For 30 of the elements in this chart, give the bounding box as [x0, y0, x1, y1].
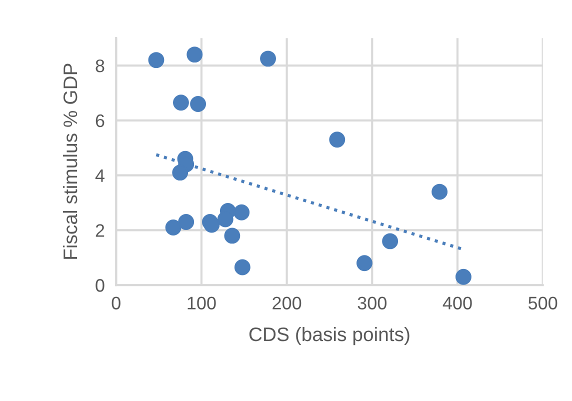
- y-tick-label: 4: [95, 169, 104, 182]
- y-tick-label: 6: [96, 114, 104, 128]
- point: [432, 184, 448, 200]
- point: [234, 204, 250, 220]
- y-axis-title: Fiscal stimulus % GDP: [62, 64, 78, 259]
- point: [148, 52, 164, 68]
- x-tick-label: 300: [358, 296, 386, 310]
- x-tick-label: 200: [272, 296, 302, 310]
- point: [186, 46, 203, 63]
- y-tick-label: 8: [96, 59, 104, 72]
- x-tick-label: 400: [442, 296, 472, 310]
- point: [260, 50, 276, 67]
- y-tick-label: 2: [96, 224, 104, 237]
- point: [234, 259, 250, 276]
- point: [356, 255, 372, 272]
- point: [165, 219, 182, 236]
- x-tick-label: 100: [188, 296, 216, 310]
- point: [173, 94, 189, 111]
- x-tick-label: 500: [528, 296, 558, 310]
- y-tick-label: 0: [96, 279, 104, 292]
- point: [224, 228, 240, 244]
- point: [172, 164, 188, 181]
- point: [190, 96, 206, 112]
- point: [329, 132, 346, 148]
- x-tick-label: 0: [112, 296, 120, 310]
- point: [382, 233, 398, 250]
- point: [455, 268, 472, 285]
- point: [178, 214, 194, 230]
- point: [217, 211, 234, 228]
- x-axis-title: CDS (basis points): [249, 326, 410, 346]
